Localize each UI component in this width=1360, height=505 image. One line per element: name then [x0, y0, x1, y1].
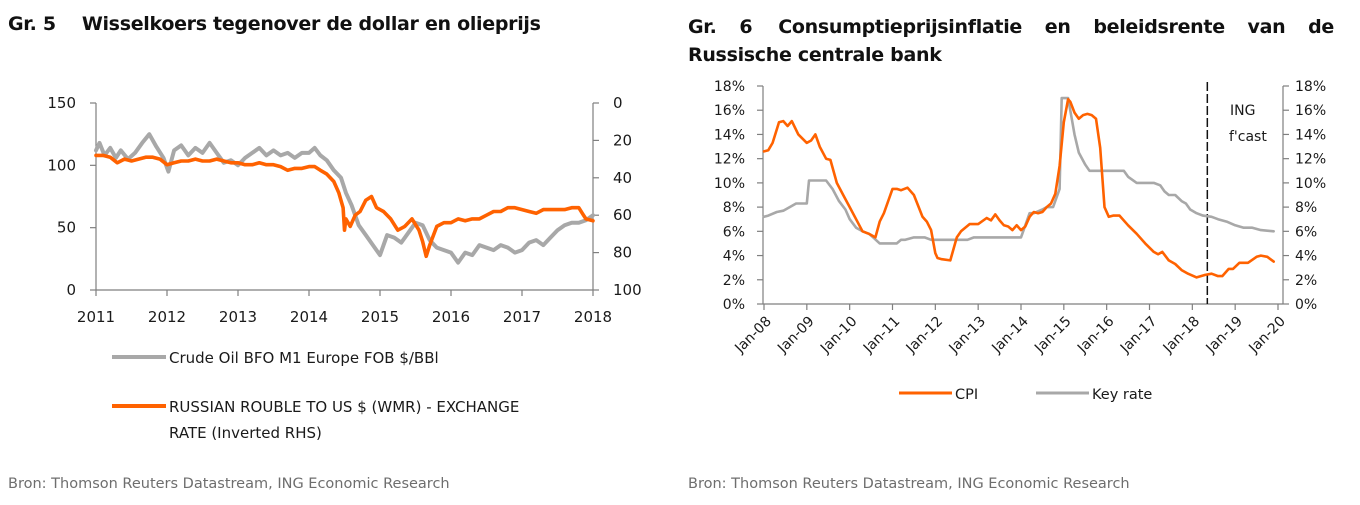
- forecast-annotation-line1: ING: [1230, 103, 1255, 119]
- key-rate-line: [762, 96, 1275, 245]
- legend-label-cpi: CPI: [955, 387, 978, 403]
- right-y-tick-label: 0%: [1295, 297, 1317, 313]
- legend-label-oil: Crude Oil BFO M1 Europe FOB $/BBl: [169, 349, 439, 367]
- left-y-tick-label: 12%: [714, 152, 745, 168]
- x-tick-label: Jan-14: [988, 313, 1032, 357]
- forecast-annotation-line2: f'cast: [1229, 129, 1267, 145]
- oil-price-line: [94, 132, 595, 265]
- left-y-tick-label: 100: [47, 156, 76, 174]
- left-y-tick-label: 8%: [723, 200, 745, 216]
- x-tick-label: 2015: [361, 308, 399, 326]
- chart1-title-text: Wisselkoers tegenover de dollar en oliep…: [81, 13, 541, 35]
- legend-label-key-rate: Key rate: [1092, 387, 1152, 403]
- right-y-tick-label: 16%: [1295, 103, 1326, 119]
- right-y-tick-label: 10%: [1295, 176, 1326, 192]
- x-tick-label: 2016: [432, 308, 470, 326]
- right-y-tick-label: 6%: [1295, 224, 1317, 240]
- chart2-title-text: Consumptieprijsinflatie en beleidsrente …: [688, 16, 1334, 66]
- left-y-tick-label: 6%: [723, 224, 745, 240]
- x-tick-label: Jan-09: [774, 314, 817, 357]
- cpi-line: [762, 98, 1275, 279]
- right-y-tick-label: 100: [613, 281, 642, 299]
- x-tick-label: 2014: [290, 308, 328, 326]
- x-tick-label: Jan-20: [1245, 314, 1288, 357]
- right-y-tick-label: 4%: [1295, 249, 1317, 265]
- chart2-title: Gr. 6 Consumptieprijsinflatie en beleidsr…: [688, 13, 1334, 69]
- x-tick-label: Jan-10: [817, 314, 860, 357]
- left-y-tick-label: 0%: [723, 297, 745, 313]
- right-y-tick-label: 14%: [1295, 127, 1326, 143]
- x-tick-label: Jan-19: [1203, 314, 1246, 357]
- x-tick-label: 2018: [574, 308, 612, 326]
- right-y-tick-label: 60: [613, 206, 632, 224]
- right-y-tick-label: 8%: [1295, 200, 1317, 216]
- x-tick-label: Jan-17: [1117, 314, 1160, 357]
- x-tick-label: Jan-18: [1160, 314, 1203, 357]
- chart1: 0 50 100 150 0 20 40 60 80 100 2011 2012 2013 2014 201…: [47, 94, 641, 442]
- x-tick-label: Jan-11: [860, 314, 903, 357]
- x-tick-label: 2017: [503, 308, 541, 326]
- x-tick-label: Jan-12: [903, 314, 946, 357]
- right-y-tick-label: 18%: [1295, 79, 1326, 95]
- x-tick-label: Jan-16: [1074, 313, 1118, 357]
- x-tick-label: Jan-08: [731, 314, 774, 357]
- x-tick-label: 2012: [148, 308, 186, 326]
- chart2-source: Bron: Thomson Reuters Datastream, ING Ec…: [688, 476, 1130, 492]
- x-tick-label: 2011: [77, 308, 115, 326]
- legend-label-rouble-line2: RATE (Inverted RHS): [169, 424, 322, 442]
- rouble-rate-line: [94, 153, 595, 259]
- chart2: 0% 2% 4% 6% 8% 10% 12% 14% 16% 18% 0% 2% 4% 6% 8% 10% 12…: [714, 79, 1326, 403]
- right-y-tick-label: 2%: [1295, 273, 1317, 289]
- left-y-tick-label: 50: [57, 219, 76, 237]
- left-y-tick-label: 10%: [714, 176, 745, 192]
- x-tick-label: Jan-15: [1031, 314, 1074, 357]
- x-tick-label: 2013: [219, 308, 257, 326]
- right-y-tick-label: 20: [613, 131, 632, 149]
- left-y-tick-label: 150: [47, 94, 76, 112]
- left-y-tick-label: 4%: [723, 249, 745, 265]
- right-y-tick-label: 40: [613, 169, 632, 187]
- left-y-tick-label: 2%: [723, 273, 745, 289]
- right-y-tick-label: 0: [613, 94, 623, 112]
- chart1-figure-number: Gr. 5: [8, 13, 56, 35]
- legend-label-rouble-line1: RUSSIAN ROUBLE TO US $ (WMR) - EXCHANGE: [169, 398, 519, 416]
- chart1-source: Bron: Thomson Reuters Datastream, ING Ec…: [8, 476, 450, 492]
- x-tick-label: Jan-13: [946, 314, 989, 357]
- right-y-tick-label: 80: [613, 244, 632, 262]
- right-y-tick-label: 12%: [1295, 152, 1326, 168]
- left-y-tick-label: 16%: [714, 103, 745, 119]
- left-y-tick-label: 14%: [714, 127, 745, 143]
- chart1-title: Gr. 5 Wisselkoers tegenover de dollar en …: [8, 13, 541, 35]
- left-y-tick-label: 0: [66, 281, 76, 299]
- chart2-figure-number: Gr. 6: [688, 16, 753, 38]
- left-y-tick-label: 18%: [714, 79, 745, 95]
